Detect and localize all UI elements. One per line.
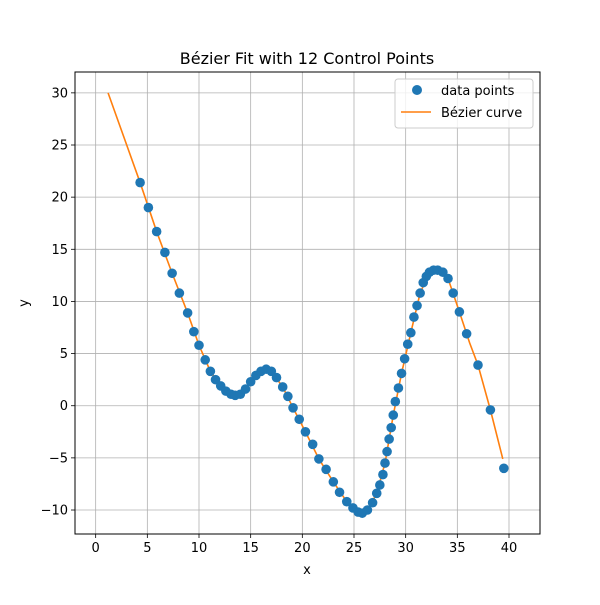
data-point: [240, 384, 251, 394]
curve-layer: [107, 92, 504, 513]
points-layer: [135, 177, 509, 518]
y-tick-label: 20: [51, 191, 68, 206]
x-axis-ticks: 0 5 10 15 20 25 30 35 40: [92, 534, 518, 556]
data-point: [362, 505, 373, 515]
y-tick-label: 30: [51, 86, 68, 101]
x-tick-label: 0: [92, 541, 100, 556]
data-point: [384, 434, 394, 444]
y-tick-label: 25: [51, 139, 68, 154]
data-point: [271, 372, 282, 383]
data-point: [283, 391, 293, 402]
data-point: [294, 414, 305, 425]
y-tick-label: 0: [60, 399, 68, 414]
data-point: [367, 497, 378, 508]
data-point: [386, 422, 397, 433]
data-point: [341, 496, 352, 507]
data-point: [448, 288, 459, 298]
data-point: [334, 487, 345, 498]
data-point: [443, 273, 453, 284]
y-tick-label: 10: [51, 295, 68, 310]
x-tick-label: 10: [191, 541, 208, 556]
x-tick-label: 40: [501, 541, 518, 556]
data-point: [402, 339, 413, 349]
data-point: [485, 405, 496, 415]
data-point: [328, 477, 339, 487]
data-point: [378, 469, 388, 480]
data-point: [182, 308, 193, 318]
data-point: [277, 382, 288, 392]
y-axis-label: y: [17, 299, 32, 307]
data-point: [393, 383, 404, 393]
data-point: [406, 327, 416, 338]
data-point: [174, 288, 185, 298]
plot-frame: [74, 71, 541, 535]
x-axis-label: x: [303, 563, 311, 578]
data-point: [382, 446, 392, 457]
legend-box: [394, 78, 534, 129]
data-point: [412, 300, 422, 311]
data-point: [454, 307, 465, 317]
bezier-curve-line: [107, 92, 504, 513]
x-tick-label: 25: [346, 541, 363, 556]
data-point: [409, 312, 419, 322]
x-tick-label: 5: [143, 541, 151, 556]
y-tick-label: −5: [49, 451, 68, 466]
data-point: [396, 368, 407, 379]
data-point: [189, 326, 199, 337]
data-point: [200, 355, 210, 365]
data-point: [151, 226, 162, 237]
data-point: [205, 366, 216, 377]
data-point: [300, 427, 311, 437]
data-point: [135, 177, 145, 188]
data-point: [167, 268, 177, 279]
data-point: [160, 247, 170, 258]
y-tick-label: −10: [41, 504, 68, 519]
data-point: [473, 360, 483, 370]
data-point: [194, 340, 204, 351]
data-point: [371, 488, 382, 499]
data-point: [499, 463, 509, 474]
data-point: [288, 403, 298, 413]
data-point: [399, 353, 410, 364]
legend: data points Bézier curve: [394, 78, 534, 129]
x-tick-label: 35: [449, 541, 466, 556]
data-point: [143, 202, 154, 213]
legend-label-data-points: data points: [441, 84, 515, 99]
legend-marker-data-points: [412, 85, 422, 95]
x-tick-label: 20: [294, 541, 311, 556]
y-tick-label: 15: [51, 243, 68, 258]
x-tick-label: 15: [242, 541, 259, 556]
chart-title: Bézier Fit with 12 Control Points: [180, 49, 434, 68]
data-point: [321, 464, 331, 475]
data-point: [314, 454, 324, 464]
y-tick-label: 5: [60, 347, 68, 362]
grid-lines: [75, 72, 540, 534]
data-point: [380, 458, 390, 468]
data-point: [388, 410, 399, 420]
data-point: [461, 328, 472, 339]
x-tick-label: 30: [397, 541, 414, 556]
data-point: [415, 288, 425, 298]
data-point: [307, 439, 318, 450]
data-point: [390, 396, 401, 407]
y-axis-ticks: −10 −5 0 5 10 15 20 25 30: [41, 86, 75, 519]
data-point: [375, 480, 385, 490]
legend-label-bezier-curve: Bézier curve: [441, 106, 522, 121]
